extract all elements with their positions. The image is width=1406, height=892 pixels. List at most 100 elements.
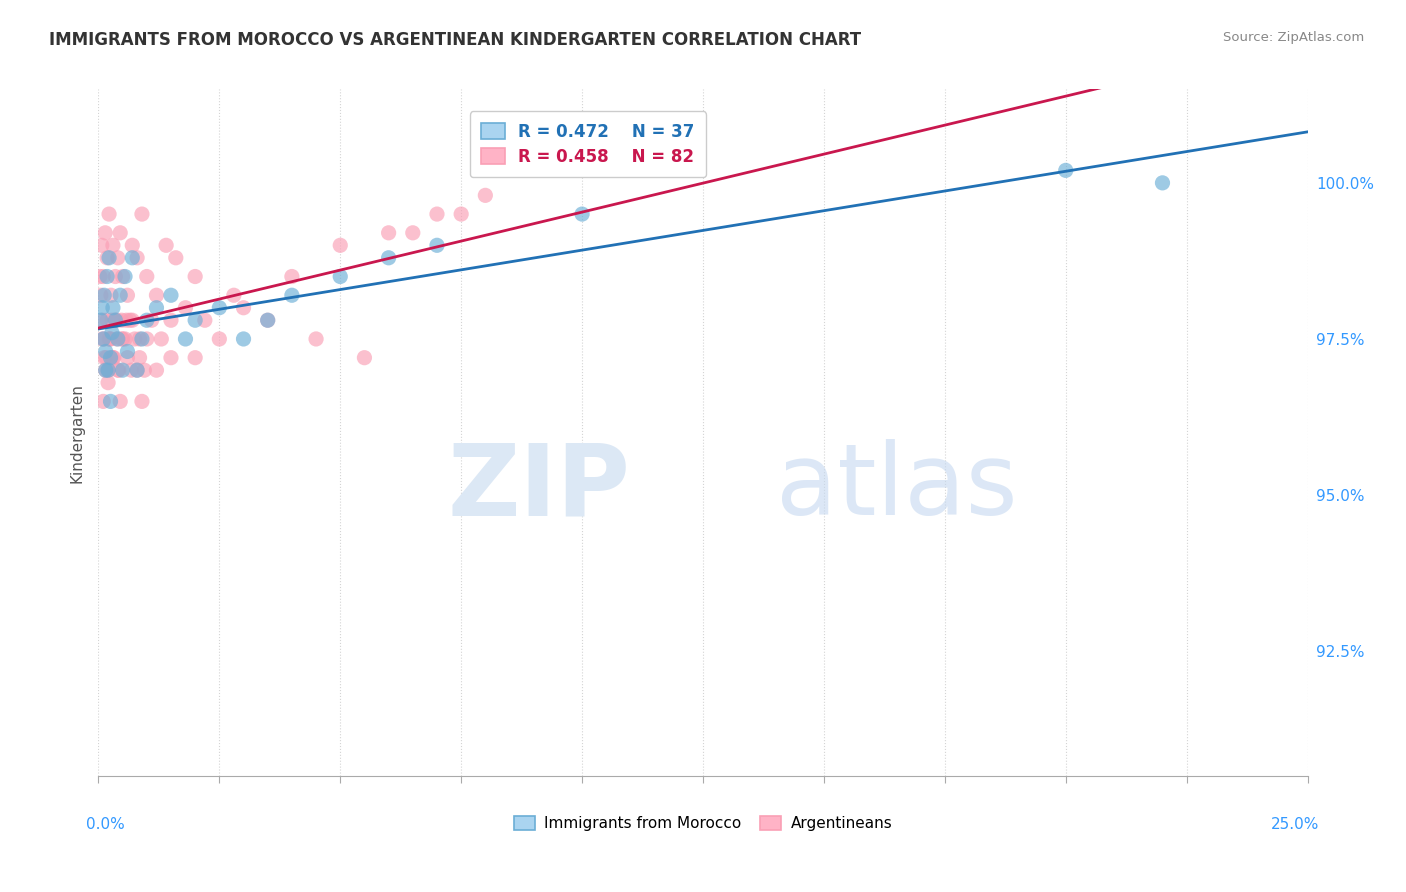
Point: [184, 351, 207, 365]
Point: [402, 226, 425, 240]
Point: [94, 344, 117, 359]
Point: [100, 351, 122, 365]
Point: [377, 226, 399, 240]
Point: [100, 288, 122, 302]
Point: [100, 332, 122, 346]
Point: [124, 332, 146, 346]
Point: [208, 301, 231, 315]
Point: [96, 313, 118, 327]
Point: [98, 332, 121, 346]
Point: [108, 226, 131, 240]
Point: [131, 207, 153, 221]
Point: [194, 313, 217, 327]
Point: [450, 207, 472, 221]
Point: [571, 207, 593, 221]
Point: [96, 351, 118, 365]
Point: [91, 301, 114, 315]
Point: [94, 363, 117, 377]
Point: [104, 269, 127, 284]
Point: [111, 269, 134, 284]
Point: [111, 313, 134, 327]
Point: [121, 238, 143, 252]
Point: [117, 288, 139, 302]
Point: [101, 238, 124, 252]
Text: Source: ZipAtlas.com: Source: ZipAtlas.com: [1223, 31, 1364, 45]
Point: [114, 332, 136, 346]
Point: [114, 269, 136, 284]
Point: [160, 351, 183, 365]
Point: [105, 332, 128, 346]
Point: [91, 394, 114, 409]
Point: [256, 313, 278, 327]
Point: [128, 351, 150, 365]
Point: [222, 288, 245, 302]
Point: [91, 269, 114, 284]
Point: [97, 376, 120, 390]
Point: [128, 332, 150, 346]
Point: [91, 313, 114, 327]
Point: [111, 332, 134, 346]
Point: [281, 288, 304, 302]
Point: [97, 363, 120, 377]
Point: [103, 351, 125, 365]
Point: [145, 301, 167, 315]
Point: [104, 313, 127, 327]
Text: 0.0%: 0.0%: [86, 817, 125, 832]
Point: [329, 238, 352, 252]
Point: [232, 301, 254, 315]
Point: [134, 363, 156, 377]
Point: [105, 313, 128, 327]
Point: [98, 332, 121, 346]
Point: [329, 269, 352, 284]
Point: [100, 394, 122, 409]
Point: [101, 351, 124, 365]
Point: [474, 188, 496, 202]
Point: [90, 238, 112, 252]
Point: [184, 269, 207, 284]
Point: [174, 332, 197, 346]
Point: [135, 269, 157, 284]
Point: [160, 288, 183, 302]
Point: [90, 288, 112, 302]
Text: 25.0%: 25.0%: [1271, 817, 1320, 832]
Point: [90, 313, 112, 327]
Point: [141, 313, 163, 327]
Point: [135, 332, 157, 346]
Point: [127, 251, 149, 265]
Point: [208, 332, 231, 346]
Text: atlas: atlas: [776, 439, 1017, 536]
Legend: Immigrants from Morocco, Argentineans: Immigrants from Morocco, Argentineans: [508, 810, 898, 837]
Point: [145, 363, 167, 377]
Point: [1054, 163, 1077, 178]
Point: [98, 207, 121, 221]
Point: [174, 301, 197, 315]
Point: [98, 251, 121, 265]
Point: [91, 332, 114, 346]
Point: [107, 363, 129, 377]
Point: [155, 238, 177, 252]
Point: [94, 363, 117, 377]
Point: [232, 332, 254, 346]
Point: [127, 363, 149, 377]
Point: [256, 313, 278, 327]
Point: [117, 351, 139, 365]
Y-axis label: Kindergarten: Kindergarten: [69, 383, 84, 483]
Point: [101, 326, 124, 340]
Point: [120, 363, 142, 377]
Point: [1152, 176, 1174, 190]
Point: [377, 251, 399, 265]
Point: [111, 332, 134, 346]
Point: [93, 351, 115, 365]
Point: [145, 288, 167, 302]
Point: [127, 363, 149, 377]
Point: [108, 394, 131, 409]
Point: [305, 332, 328, 346]
Point: [121, 313, 143, 327]
Point: [426, 238, 449, 252]
Point: [96, 251, 118, 265]
Point: [89, 269, 111, 284]
Point: [91, 332, 114, 346]
Point: [118, 313, 141, 327]
Point: [104, 313, 127, 327]
Point: [115, 313, 138, 327]
